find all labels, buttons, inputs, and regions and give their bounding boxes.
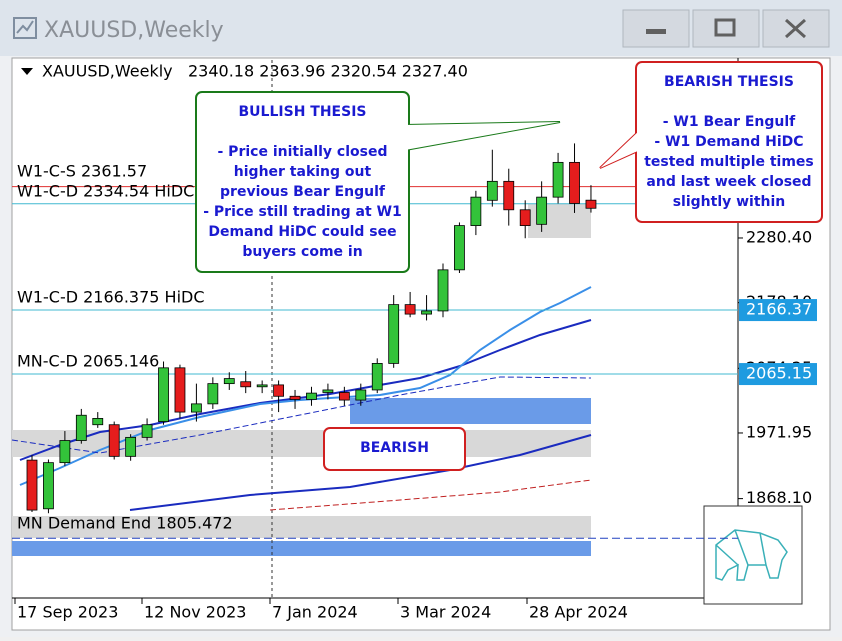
time-label: 17 Sep 2023 bbox=[17, 603, 118, 622]
callout-box bbox=[195, 91, 410, 273]
candle-body bbox=[338, 392, 350, 401]
candle-body bbox=[306, 392, 317, 400]
candle-body bbox=[43, 462, 54, 510]
window-title: XAUUSD,Weekly bbox=[44, 18, 224, 43]
callout-line: - W1 Bear Engulf bbox=[663, 114, 796, 130]
candle-body bbox=[322, 389, 334, 393]
candle-body bbox=[125, 436, 137, 457]
level-label: W1-C-S 2361.57 bbox=[17, 162, 147, 181]
zones bbox=[11, 60, 592, 598]
callout-line: previous Bear Engulf bbox=[220, 184, 386, 200]
candle-body bbox=[404, 304, 416, 315]
close-button[interactable] bbox=[762, 9, 830, 48]
level-label: W1-C-D 2334.54 HiDC bbox=[17, 182, 194, 201]
candle-body bbox=[59, 440, 71, 464]
callout-line: higher taking out bbox=[234, 164, 372, 180]
callout-line: buyers come in bbox=[242, 244, 362, 260]
candle-body bbox=[158, 367, 169, 422]
callout-line: Demand HiDC could see bbox=[208, 224, 396, 240]
candle-body bbox=[174, 367, 186, 413]
minimize-button[interactable] bbox=[622, 9, 690, 48]
candle-body bbox=[470, 196, 482, 226]
candle-body bbox=[552, 161, 564, 198]
level-label: W1-C-D 2166.375 HiDC bbox=[17, 288, 205, 307]
candle-body bbox=[569, 161, 580, 204]
price-tick-label: 1868.10 bbox=[746, 488, 812, 507]
candle-body bbox=[207, 383, 219, 405]
candle-body bbox=[240, 381, 252, 388]
callout-line: slightly within bbox=[673, 194, 786, 210]
maximize-button[interactable] bbox=[692, 9, 760, 48]
candle-body bbox=[519, 209, 531, 226]
candle-body bbox=[536, 196, 548, 225]
callout-line: tested multiple times bbox=[644, 154, 814, 170]
level-label: MN-C-D 2065.146 bbox=[17, 352, 159, 371]
candle-body bbox=[388, 304, 400, 364]
candle-body bbox=[75, 414, 87, 441]
annotation: BEARISH bbox=[323, 427, 466, 471]
logo bbox=[703, 505, 803, 605]
level-label: MN Demand End 1805.472 bbox=[17, 514, 233, 533]
candle-body bbox=[92, 418, 104, 426]
candle-body bbox=[141, 424, 153, 438]
candle-body bbox=[421, 310, 432, 315]
price-tick-label: 2280.40 bbox=[746, 227, 812, 246]
candle-body bbox=[289, 395, 301, 400]
candle-body bbox=[26, 459, 38, 511]
level-tag-box bbox=[739, 299, 817, 322]
level-tag: 2166.37 bbox=[746, 300, 812, 319]
callout-tail-cover bbox=[405, 122, 560, 150]
candle-body bbox=[437, 269, 449, 312]
callout-title: BEARISH THESIS bbox=[664, 74, 794, 90]
candle-body bbox=[486, 180, 498, 201]
candle-body bbox=[355, 389, 367, 401]
time-label: 12 Nov 2023 bbox=[144, 603, 246, 622]
time-label: 3 Mar 2024 bbox=[400, 603, 491, 622]
time-label: 28 Apr 2024 bbox=[529, 603, 628, 622]
callout-title: BULLISH THESIS bbox=[239, 104, 367, 120]
candle-body bbox=[190, 403, 202, 413]
annotation: BEARISH THESIS - W1 Bear Engulf - W1 Deman… bbox=[599, 61, 823, 223]
level-tag-box bbox=[739, 363, 817, 386]
callout-line: - W1 Demand HiDC bbox=[654, 134, 803, 150]
symbol-menu-arrow[interactable] bbox=[21, 68, 33, 75]
candle-body bbox=[585, 199, 597, 209]
candle-body bbox=[371, 363, 383, 391]
callout-line: - Price still trading at W1 bbox=[203, 204, 402, 220]
candle-body bbox=[273, 384, 285, 397]
callout-title: BEARISH bbox=[360, 440, 429, 456]
ohlc: 2340.18 2363.96 2320.54 2327.40 bbox=[188, 62, 468, 81]
candle-body bbox=[223, 378, 235, 385]
candle-body bbox=[108, 424, 120, 457]
annotation: BULLISH THESIS - Price initially closed hi… bbox=[195, 91, 561, 273]
candle-body bbox=[503, 180, 515, 211]
level-tag: 2065.15 bbox=[746, 364, 812, 383]
time-label: 7 Jan 2024 bbox=[272, 603, 358, 622]
candle-body bbox=[454, 225, 465, 271]
app-icon bbox=[13, 17, 37, 39]
price-tick-label: 1971.95 bbox=[746, 422, 812, 441]
symbol: XAUUSD,Weekly bbox=[42, 62, 173, 81]
callout-line: and last week closed bbox=[646, 174, 811, 190]
callout-box bbox=[323, 427, 466, 471]
callout-line: - Price initially closed bbox=[218, 144, 388, 160]
candle-body bbox=[256, 384, 268, 388]
callout-tail-cover bbox=[600, 130, 640, 168]
